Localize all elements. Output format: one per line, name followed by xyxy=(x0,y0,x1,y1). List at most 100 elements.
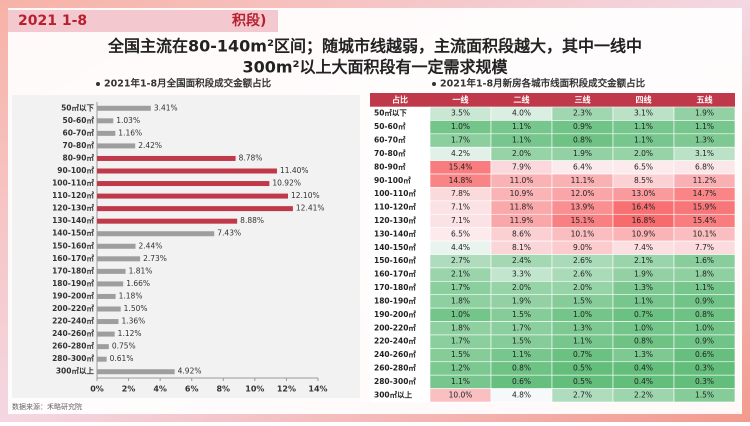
table-header-bg xyxy=(370,93,735,107)
row-header: 200-220㎡ xyxy=(374,322,416,332)
y-tick-label: 240-260㎡ xyxy=(52,328,94,338)
bar xyxy=(97,155,236,161)
y-tick-label: 190-200㎡ xyxy=(52,290,94,300)
bar xyxy=(97,206,293,212)
cell-value: 1.5% xyxy=(512,337,531,346)
cell-value: 0.8% xyxy=(634,337,653,346)
x-tick-label: 0% xyxy=(90,385,104,394)
y-tick-label: 160-170㎡ xyxy=(52,253,94,263)
cell-value: 0.6% xyxy=(695,350,714,359)
data-label: 2.44% xyxy=(139,241,163,250)
cell-value: 1.3% xyxy=(634,350,653,359)
data-label: 10.92% xyxy=(272,179,301,188)
cell-value: 1.8% xyxy=(451,296,470,305)
y-tick-label: 90-100㎡ xyxy=(57,165,94,175)
bullet xyxy=(96,82,100,86)
cell-value: 2.7% xyxy=(451,256,470,265)
cell-value: 1.0% xyxy=(451,310,470,319)
cell-value: 0.4% xyxy=(634,377,653,386)
cell-value: 2.6% xyxy=(573,256,592,265)
row-header: 170-180㎡ xyxy=(374,282,416,292)
cell-value: 0.9% xyxy=(695,296,714,305)
cell-value: 1.1% xyxy=(634,296,653,305)
y-tick-label: 100-110㎡ xyxy=(52,178,94,188)
data-label: 1.66% xyxy=(126,279,150,288)
row-header: 160-170㎡ xyxy=(374,269,416,279)
cell-value: 2.0% xyxy=(512,149,531,158)
row-header: 260-280㎡ xyxy=(374,362,416,372)
header-bar xyxy=(8,10,278,32)
bar xyxy=(97,281,124,287)
data-label: 1.16% xyxy=(118,128,142,137)
header-title: 2021 1-8 xyxy=(18,13,87,29)
cell-value: 11.9% xyxy=(510,216,534,225)
data-label: 2.73% xyxy=(143,254,167,263)
cell-value: 14.8% xyxy=(449,176,473,185)
cell-value: 6.4% xyxy=(573,162,592,171)
row-header: 180-190㎡ xyxy=(374,295,416,305)
cell-value: 3.5% xyxy=(451,109,470,118)
header-title: 积段) xyxy=(232,12,266,29)
row-header: 240-260㎡ xyxy=(374,349,416,359)
bar xyxy=(97,356,107,362)
bar xyxy=(97,143,136,149)
cell-value: 1.2% xyxy=(451,363,470,372)
bar xyxy=(97,268,126,274)
bar xyxy=(97,293,116,299)
cell-value: 1.7% xyxy=(512,323,531,332)
cell-value: 4.0% xyxy=(512,109,531,118)
chart-title: 2021年1-8月全国面积段成交金额占比 xyxy=(104,78,272,90)
cell-value: 1.0% xyxy=(695,323,714,332)
x-tick-label: 2% xyxy=(122,385,136,394)
cell-value: 8.1% xyxy=(512,243,531,252)
cell-value: 9.0% xyxy=(573,243,592,252)
cell-value: 1.1% xyxy=(695,283,714,292)
bar xyxy=(97,105,151,111)
x-tick-label: 8% xyxy=(216,385,230,394)
data-label: 0.61% xyxy=(110,354,134,363)
cell-value: 2.4% xyxy=(512,256,531,265)
cell-value: 0.7% xyxy=(573,350,592,359)
cell-value: 12.0% xyxy=(571,189,595,198)
data-label: 1.18% xyxy=(119,291,143,300)
x-tick-label: 10% xyxy=(245,385,264,394)
cell-value: 7.7% xyxy=(695,243,714,252)
cell-value: 0.8% xyxy=(512,363,531,372)
cell-value: 11.1% xyxy=(571,176,595,185)
row-header: 280-300㎡ xyxy=(374,376,416,386)
cell-value: 11.8% xyxy=(510,203,534,212)
cell-value: 13.9% xyxy=(571,203,595,212)
row-header: 90-100㎡ xyxy=(374,175,411,185)
bar xyxy=(97,181,270,187)
data-label: 2.42% xyxy=(138,141,162,150)
cell-value: 2.2% xyxy=(634,390,653,399)
cell-value: 4.4% xyxy=(451,243,470,252)
cell-value: 7.4% xyxy=(634,243,653,252)
cell-value: 2.0% xyxy=(573,283,592,292)
cell-value: 1.5% xyxy=(695,390,714,399)
cell-value: 1.1% xyxy=(634,136,653,145)
x-tick-label: 12% xyxy=(277,385,296,394)
cell-value: 1.9% xyxy=(512,296,531,305)
x-tick-label: 6% xyxy=(185,385,199,394)
cell-value: 1.3% xyxy=(634,283,653,292)
y-tick-label: 260-280㎡ xyxy=(52,341,94,351)
cell-value: 15.9% xyxy=(693,203,717,212)
bar xyxy=(97,319,119,325)
cell-value: 1.5% xyxy=(573,296,592,305)
row-header: 50㎡以下 xyxy=(374,108,407,118)
data-label: 8.88% xyxy=(240,216,264,225)
cell-value: 2.7% xyxy=(573,390,592,399)
y-tick-label: 50-60㎡ xyxy=(63,115,95,125)
cell-value: 0.8% xyxy=(695,310,714,319)
cell-value: 1.1% xyxy=(573,337,592,346)
cell-value: 1.1% xyxy=(512,350,531,359)
y-tick-label: 60-70㎡ xyxy=(63,127,95,137)
data-label: 11.40% xyxy=(280,166,309,175)
bar xyxy=(97,218,238,224)
cell-value: 8.5% xyxy=(634,176,653,185)
cell-value: 1.9% xyxy=(695,109,714,118)
data-label: 3.41% xyxy=(154,103,178,112)
bar xyxy=(97,168,277,174)
cell-value: 1.9% xyxy=(634,270,653,279)
